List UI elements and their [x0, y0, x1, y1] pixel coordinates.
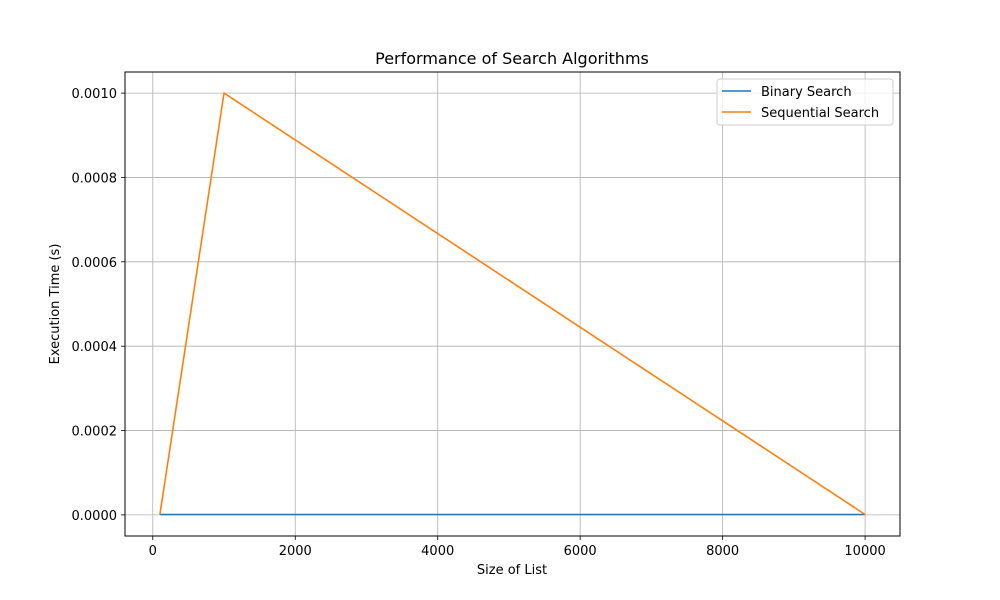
y-tick-label: 0.0010 — [72, 87, 118, 102]
y-tick-label: 0.0008 — [72, 171, 118, 186]
chart-title: Performance of Search Algorithms — [375, 49, 649, 68]
y-axis-label: Execution Time (s) — [48, 244, 63, 365]
x-tick-label: 2000 — [279, 544, 312, 559]
legend-label-binary-search: Binary Search — [761, 85, 852, 100]
x-tick-label: 8000 — [706, 544, 739, 559]
series-line-sequential-search — [159, 92, 866, 516]
legend-box — [716, 78, 894, 126]
x-tick-label: 0 — [149, 544, 157, 559]
legend: Binary Search Sequential Search — [716, 78, 894, 126]
x-axis-label: Size of List — [477, 563, 547, 578]
y-axis: 0.0000 0.0002 0.0004 0.0006 0.0008 0.0010 — [72, 87, 125, 524]
legend-label-sequential-search: Sequential Search — [761, 106, 879, 121]
x-tick-label: 4000 — [421, 544, 454, 559]
plot-area-frame — [124, 71, 901, 537]
y-tick-label: 0.0000 — [72, 509, 118, 524]
y-tick-label: 0.0002 — [72, 425, 118, 440]
series-layer — [159, 92, 866, 516]
x-tick-label: 6000 — [564, 544, 597, 559]
y-tick-label: 0.0004 — [72, 340, 118, 355]
x-tick-label: 10000 — [844, 544, 885, 559]
x-axis: 0 2000 4000 6000 8000 10000 — [149, 536, 886, 559]
y-tick-label: 0.0006 — [72, 256, 118, 271]
